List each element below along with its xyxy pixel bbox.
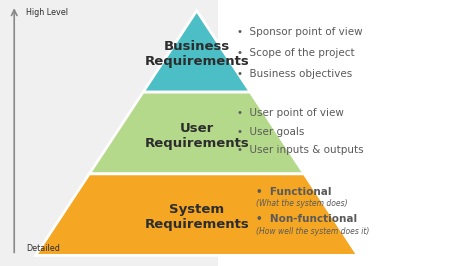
- Text: High Level: High Level: [26, 8, 68, 17]
- Text: (How well the system does it): (How well the system does it): [256, 227, 369, 236]
- Text: User
Requirements: User Requirements: [145, 122, 249, 150]
- Text: (What the system does): (What the system does): [256, 199, 347, 208]
- Text: •  Non-functional: • Non-functional: [256, 214, 357, 225]
- Text: System
Requirements: System Requirements: [145, 203, 249, 231]
- Text: •  User inputs & outputs: • User inputs & outputs: [237, 145, 364, 155]
- Text: •  Business objectives: • Business objectives: [237, 69, 352, 80]
- Polygon shape: [89, 92, 304, 174]
- Text: •  Sponsor point of view: • Sponsor point of view: [237, 27, 363, 37]
- Polygon shape: [143, 11, 250, 92]
- Polygon shape: [0, 0, 218, 266]
- Polygon shape: [36, 174, 358, 255]
- Text: Business
Requirements: Business Requirements: [145, 40, 249, 68]
- Text: Detailed: Detailed: [26, 244, 60, 253]
- Text: •  User goals: • User goals: [237, 127, 304, 137]
- Text: •  Scope of the project: • Scope of the project: [237, 48, 355, 58]
- Text: •  User point of view: • User point of view: [237, 108, 344, 118]
- Text: •  Functional: • Functional: [256, 186, 331, 197]
